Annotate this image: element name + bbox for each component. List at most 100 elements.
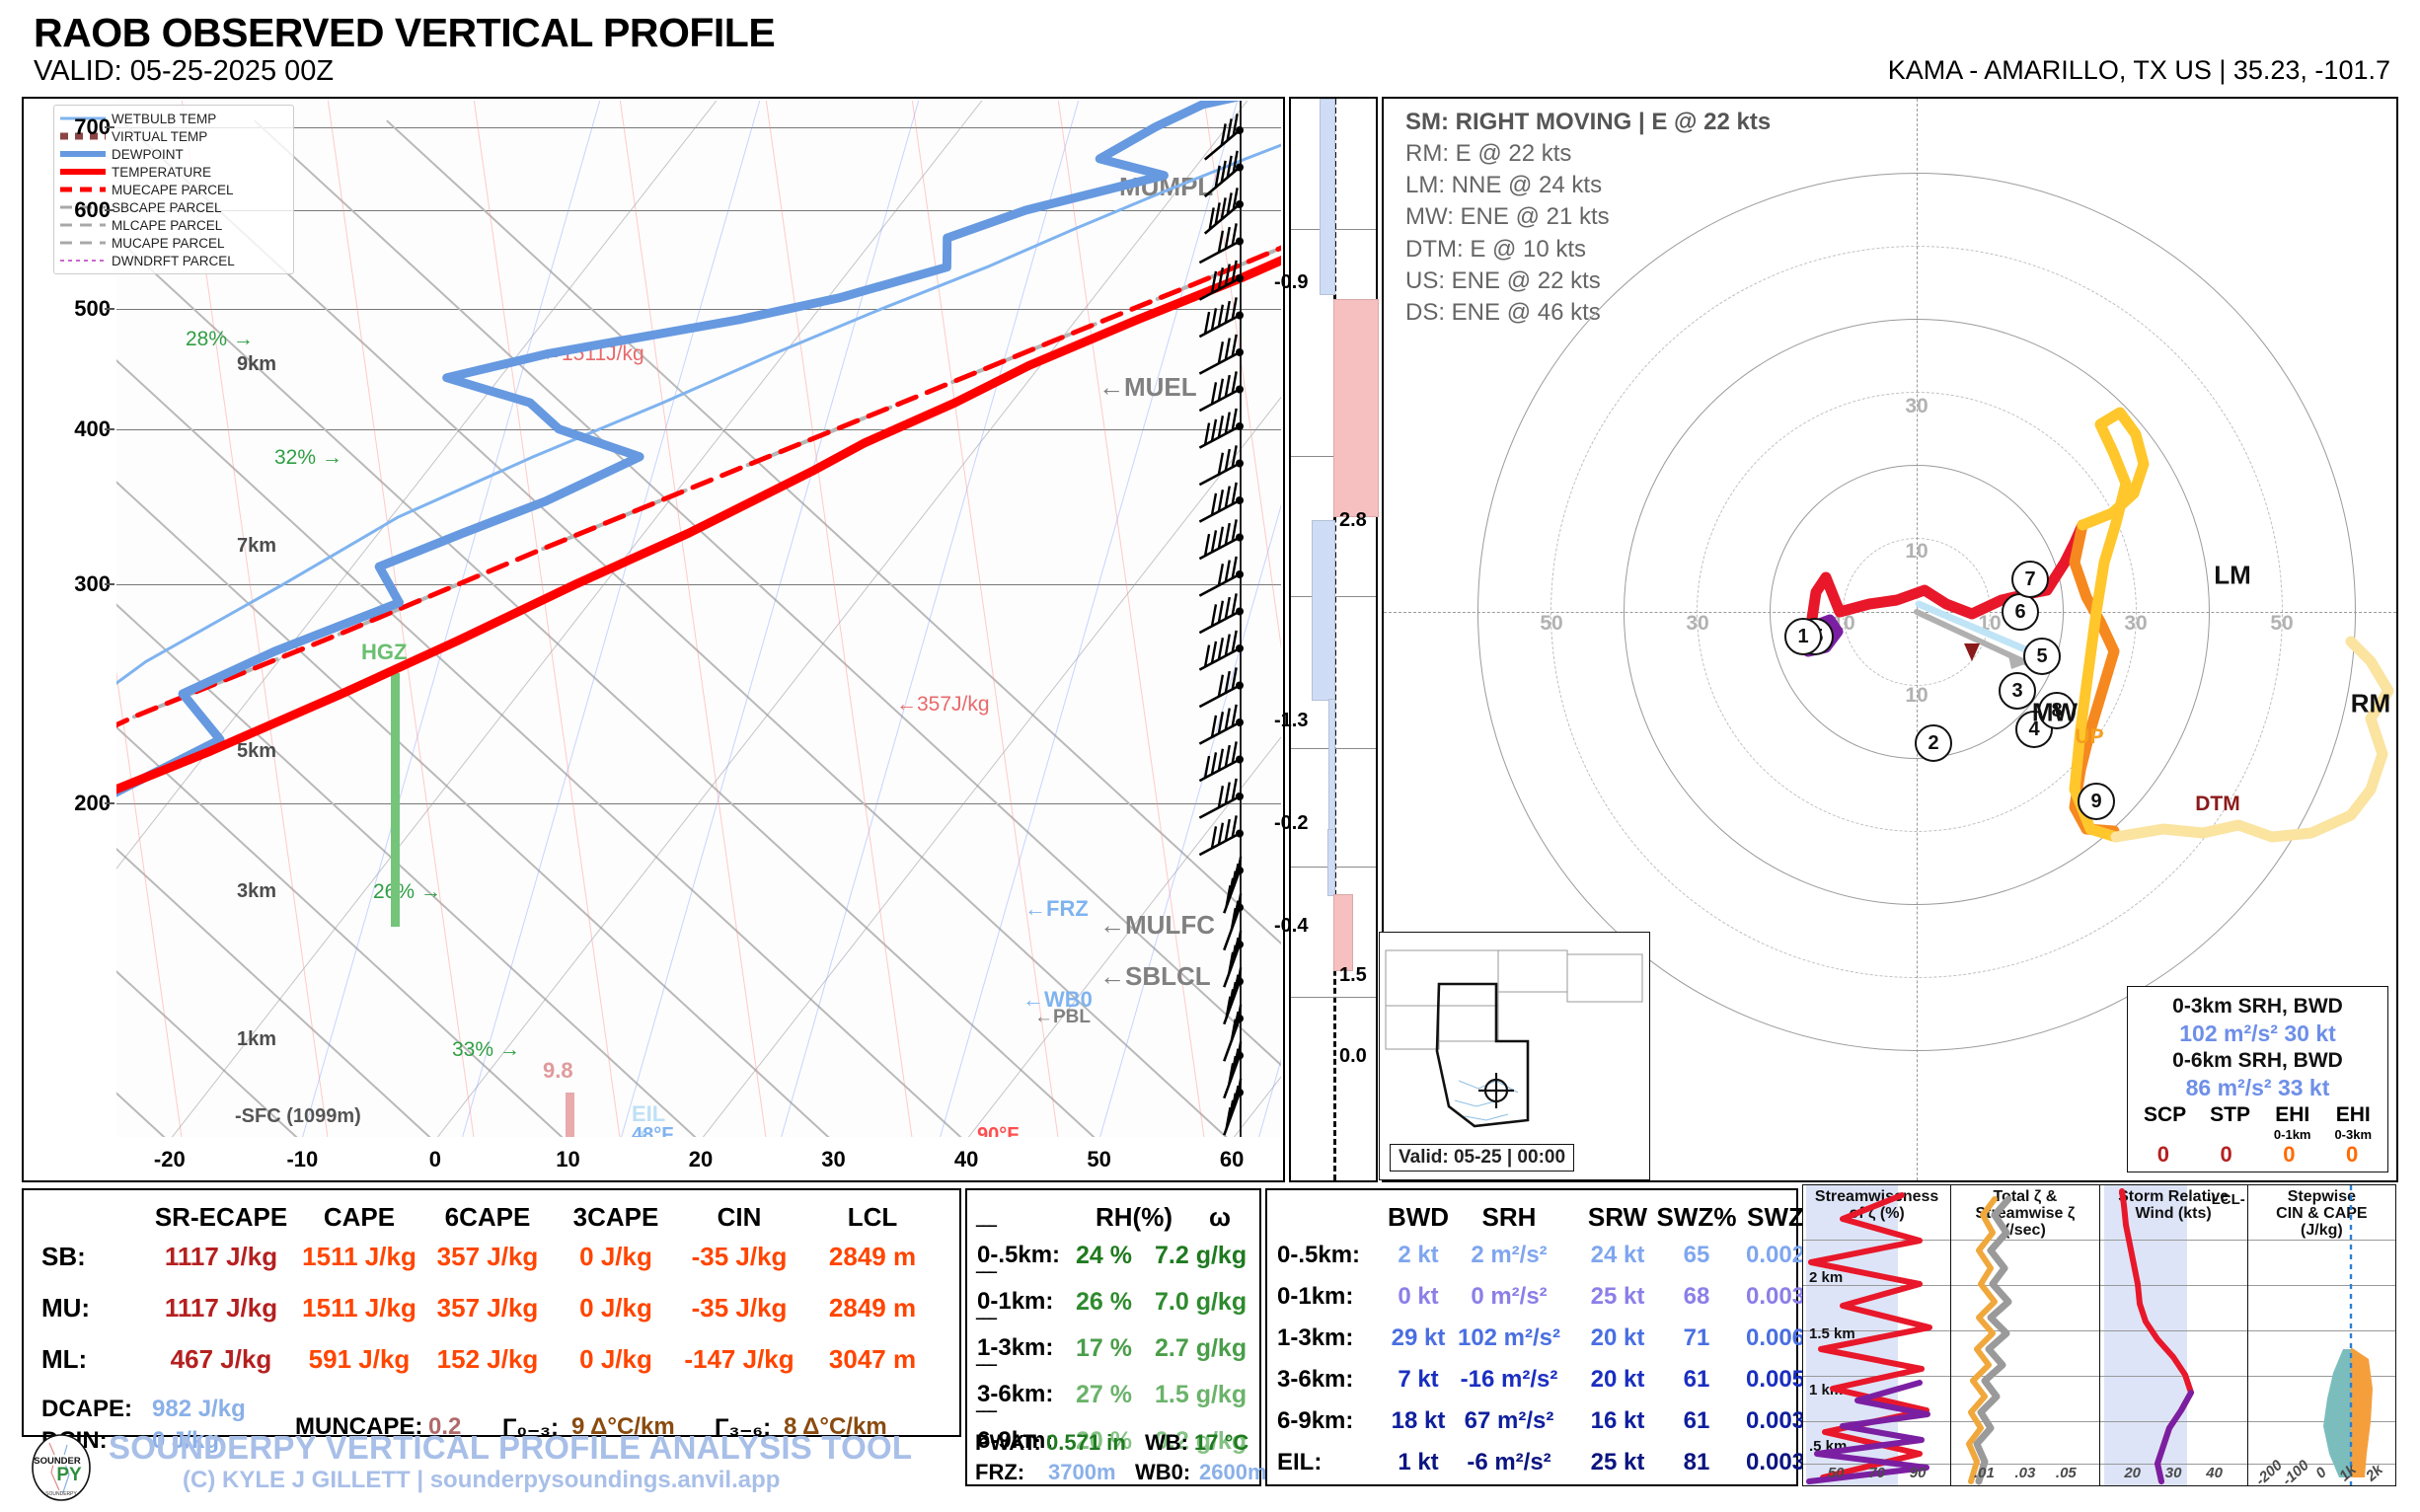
shear-row-name-3: 3-6km: [1277, 1366, 1354, 1393]
moisture-w-1: 7.0 g/kg [1155, 1288, 1248, 1316]
composite-value-3: 0 [2346, 1142, 2359, 1167]
mini-gridline-3 [1951, 1375, 2099, 1377]
height-label-1km: 1km [237, 1028, 277, 1050]
shear-cell-3-1: -16 m²/s² [1460, 1366, 1558, 1393]
shear-cell-0-0: 2 kt [1398, 1242, 1439, 1268]
mini-series-2-1 [2154, 1390, 2194, 1484]
composite-name: STP [2210, 1103, 2250, 1126]
legend-label: WETBULB TEMP [112, 111, 217, 126]
hodograph-panel: SM: RIGHT MOVING | E @ 22 kts RM: E @ 22… [1379, 97, 2398, 1182]
map-inset[interactable]: Valid: 05-25 | 00:00 [1379, 932, 1650, 1180]
srh-0-6-header: 0-6km SRH, BWD [2172, 1049, 2343, 1072]
rh-callout-1: 32% → [274, 446, 342, 469]
pressure-label-400: 400 [74, 416, 111, 441]
pressure-gridline [116, 428, 1281, 430]
mini-gridline-1 [1803, 1284, 1951, 1286]
wind-barb [1198, 334, 1244, 375]
hodo-trace-0-3km [1804, 519, 2088, 638]
wind-barb-column [1153, 101, 1281, 1137]
mini-title-line: (/sec) [2004, 1221, 2046, 1239]
svg-text:SOUNDERPY: SOUNDERPY [45, 1491, 77, 1497]
hodo-ring-label-1: 30 [1686, 612, 1709, 635]
temp-label-0: 0 [428, 1147, 442, 1172]
moisture-rh-2: 17 % [1076, 1334, 1132, 1362]
mini-series-3-0 [2322, 1349, 2351, 1477]
level-label-1: ←MUEL [1098, 372, 1197, 402]
moisture-rh-1: 26 % [1076, 1288, 1132, 1316]
dcape-value: 982 J/kg [152, 1396, 246, 1422]
cape-col-header-2: 6CAPE [444, 1202, 531, 1232]
srh-0-3-header: 0-3km SRH, BWD [2172, 995, 2343, 1018]
shear-row-name-0: 0-.5km: [1277, 1242, 1361, 1268]
pressure-tick-200 [105, 801, 114, 804]
moisture-row-overbar-2: ‾‾‾ [977, 1318, 996, 1338]
mini-series-0-0 [1808, 1192, 1932, 1480]
wind-barb [1223, 856, 1244, 914]
shear-cell-4-3: 61 [1683, 1407, 1710, 1434]
temp-label-20: 20 [688, 1147, 714, 1172]
pressure-gridline [116, 584, 1281, 586]
cape-cell-2-0: 467 J/kg [170, 1344, 272, 1374]
cape-col-header-4: CIN [717, 1202, 762, 1232]
shear-cell-5-1: -6 m²/s² [1467, 1449, 1551, 1475]
hodograph-plot-area[interactable]: SM: RIGHT MOVING | E @ 22 kts RM: E @ 22… [1384, 99, 2396, 1180]
level-label-blue-0: ←FRZ [1024, 896, 1089, 921]
mini-title-line: Streamwiseness [1814, 1188, 1939, 1205]
moisture-rh-3: 27 % [1076, 1381, 1132, 1408]
lapse-36-label: Γ₃₋₆: [715, 1414, 772, 1441]
sounderpy-logo: SOUNDER PY SOUNDERPY [30, 1433, 93, 1502]
cape-cell-0-1: 1511 J/kg [302, 1242, 416, 1271]
wind-barb [1198, 519, 1244, 561]
mini-series-2-0 [2118, 1188, 2194, 1484]
hodo-point-6: 6 [2002, 593, 2039, 631]
hodo-v-axis [1917, 99, 1918, 1180]
omega-bar-0 [1320, 99, 1335, 296]
height-label-3km: 3km [237, 880, 277, 902]
pressure-gridline [116, 126, 1281, 128]
wind-barb [1198, 778, 1244, 819]
mini-gridline-4 [1951, 1420, 2099, 1422]
mini-gridline-5 [2247, 1463, 2395, 1465]
moisture-row-name-0: 0-.5km: [977, 1242, 1061, 1268]
level-label-2: ←MULFC [1099, 910, 1215, 940]
shear-cell-1-2: 25 kt [1590, 1283, 1645, 1310]
height-label-9km: 9km [237, 353, 277, 375]
shear-cell-4-2: 16 kt [1590, 1407, 1645, 1434]
rh-callout-3: 33% → [452, 1038, 520, 1061]
mini-panel-1: Total ζ & Streamwise ζ (/sec) .01.03.05 [1951, 1185, 2100, 1485]
mini-panel-2: Storm Relative Wind (kts) -LCL- 20 30 40 [2099, 1185, 2248, 1485]
cape-cell-0-0: 1117 J/kg [164, 1242, 278, 1271]
shear-col-header-0: BWD [1387, 1202, 1450, 1232]
cape-cell-2-1: 591 J/kg [308, 1344, 411, 1374]
cape-row-name-2: ML: [41, 1344, 88, 1374]
temperature-path [116, 256, 1281, 794]
shear-cell-0-4: 0.002 [1745, 1242, 1806, 1268]
shear-col-header-2: SRW [1587, 1202, 1648, 1232]
station-info: KAMA - AMARILLO, TX US | 35.23, -101.7 [1887, 55, 2390, 85]
mini-gridline-5 [2099, 1463, 2247, 1465]
mini-trace-2 [2118, 1188, 2194, 1484]
shear-cell-2-3: 71 [1683, 1324, 1710, 1351]
hodo-ring-label-4: 30 [2124, 612, 2148, 635]
mini-panel-3: Stepwise CIN & CAPE (J/kg) -200 -100 0 1k 2k [2247, 1185, 2395, 1485]
cape-cell-1-3: 0 J/kg [579, 1293, 652, 1323]
dalr-bar [566, 1093, 574, 1137]
legend-swatch-temperature [60, 165, 106, 179]
hodo-point-3: 3 [1999, 672, 2036, 710]
composite-name: SCP [2143, 1103, 2187, 1126]
shear-cell-5-2: 25 kt [1590, 1449, 1645, 1475]
legend-label: DEWPOINT [112, 146, 184, 162]
wind-barb [1198, 445, 1244, 487]
mini-title-line: (J/kg) [2301, 1221, 2343, 1239]
composite-headers: SCP STP EHI 0-1km EHI 0-3km [2132, 1103, 2383, 1142]
wind-barb [1198, 482, 1244, 523]
mini-km-label-1: 1.5 km [1809, 1325, 1855, 1342]
moisture-row-name-4: 6-9km: [977, 1427, 1054, 1454]
legend-label: SBCAPE PARCEL [112, 199, 222, 215]
shear-vector [1915, 600, 2029, 653]
rh-callout-2: 26% → [373, 880, 441, 903]
legend-swatch-virtual-temp [60, 129, 106, 143]
muncape-label: MUNCAPE: [295, 1413, 423, 1440]
rh-callout-0: 28% → [186, 328, 254, 350]
